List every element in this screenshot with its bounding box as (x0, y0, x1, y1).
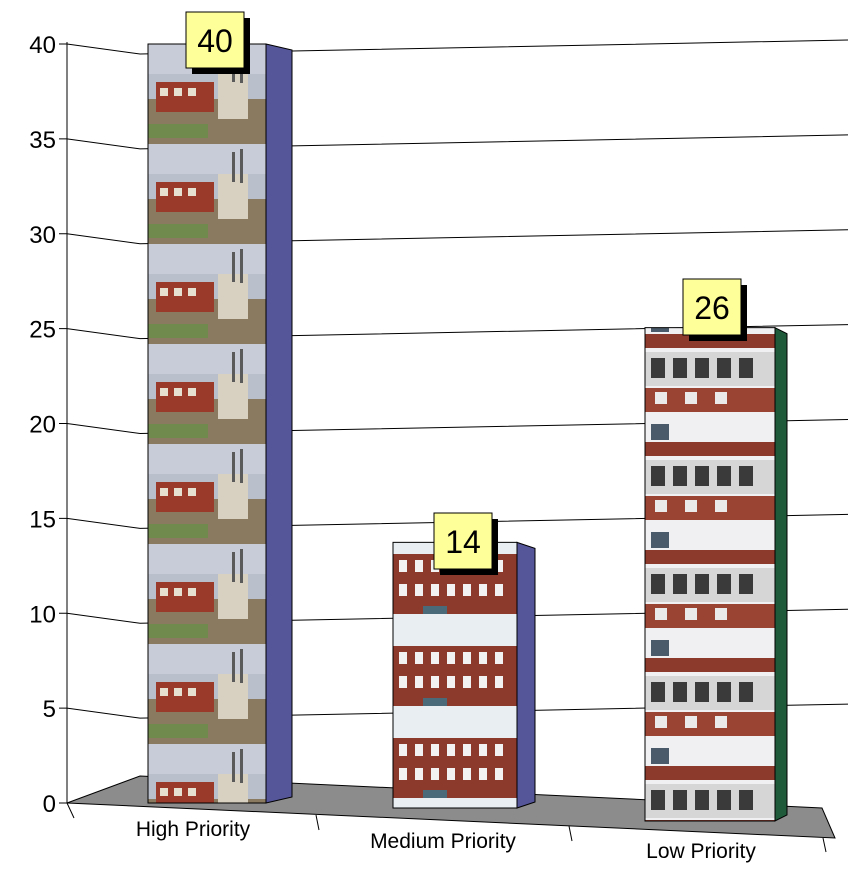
gridline (66, 134, 848, 150)
bars (147, 43, 788, 822)
gridline (66, 229, 848, 245)
data-label-text: 14 (445, 524, 481, 560)
bar-2 (392, 541, 536, 809)
y-tick-label: 35 (29, 127, 56, 154)
x-tick (568, 825, 573, 842)
x-tick (315, 814, 320, 831)
data-label-box (682, 278, 742, 336)
data-label-1: 40 (185, 11, 250, 74)
y-tick-label: 15 (29, 506, 56, 533)
x-category-label: Low Priority (646, 840, 756, 863)
bar-1 (147, 43, 293, 804)
gridline (66, 608, 848, 624)
gridline (66, 39, 848, 55)
y-tick-label: 30 (29, 222, 56, 249)
gridline (66, 513, 848, 529)
gridline (66, 419, 848, 435)
data-label-2: 14 (433, 512, 498, 575)
bar-front (392, 541, 518, 809)
x-category-label: High Priority (136, 818, 251, 841)
y-tick-label: 10 (29, 601, 56, 628)
data-labels: 40 14 26 (185, 11, 747, 575)
data-label-box (185, 11, 245, 69)
data-label-3: 26 (682, 278, 747, 341)
data-label-box (433, 512, 493, 570)
gridline (66, 703, 848, 719)
y-tick-label: 20 (29, 412, 56, 439)
x-category-label: Medium Priority (370, 830, 516, 853)
bar-side (516, 541, 536, 809)
bar-front (147, 43, 267, 804)
bar-3 (644, 326, 788, 822)
y-tick-label: 5 (43, 696, 56, 723)
bar-side (774, 326, 788, 822)
bar-front (644, 327, 776, 822)
data-label-text: 40 (197, 23, 233, 59)
grid-lines (66, 39, 848, 719)
x-tick (822, 837, 827, 853)
axes: 0 5 10 15 20 25 30 35 40 High Priority Medium Prio… (29, 32, 827, 863)
gridline (66, 324, 848, 340)
y-tick-label: 0 (43, 791, 56, 818)
y-tick-label: 40 (29, 32, 56, 59)
x-tick (66, 802, 75, 819)
data-label-text: 26 (694, 290, 730, 326)
y-tick-label: 25 (29, 317, 56, 344)
bar-side (265, 43, 293, 804)
